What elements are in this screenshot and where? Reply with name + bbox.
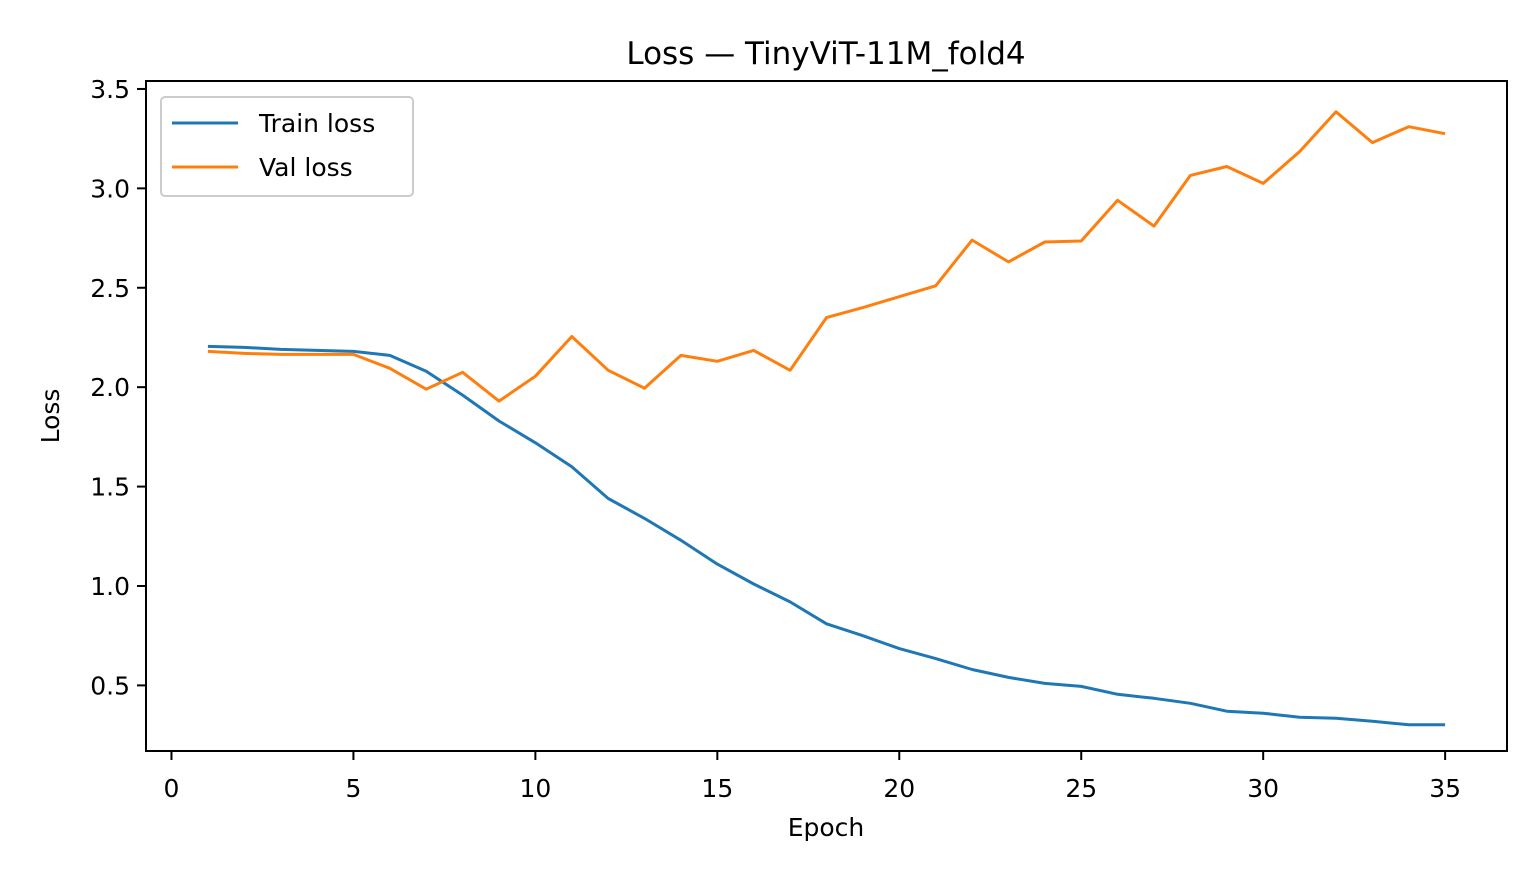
y-tick-label: 2.5: [90, 274, 130, 303]
train-loss-line: [207, 344, 1446, 727]
x-tick-label: 15: [701, 774, 733, 803]
plot-frame: [145, 80, 1508, 752]
y-axis-label: Loss: [36, 389, 65, 444]
y-tick-label: 3.5: [90, 75, 130, 104]
chart-title: Loss — TinyViT-11M_fold4: [626, 36, 1025, 72]
x-axis: 0 5 10 15 20 25 30 35: [164, 751, 1461, 803]
plot-area: [207, 110, 1446, 727]
x-tick-label: 20: [883, 774, 915, 803]
x-tick-label: 30: [1247, 774, 1279, 803]
val-loss-line: [207, 110, 1446, 403]
x-tick-label: 10: [519, 774, 551, 803]
x-axis-label: Epoch: [788, 813, 865, 842]
legend-train-loss-label: Train loss: [258, 109, 375, 138]
x-tick-label: 0: [164, 774, 180, 803]
y-tick-label: 1.0: [90, 572, 130, 601]
y-tick-label: 1.5: [90, 473, 130, 502]
y-tick-label: 2.0: [90, 373, 130, 402]
y-axis: 0.5 1.0 1.5 2.0 2.5 3.0 3.5: [90, 75, 146, 700]
x-tick-label: 5: [345, 774, 361, 803]
legend: Train loss Val loss: [160, 96, 414, 197]
legend-val-loss-label: Val loss: [259, 153, 353, 182]
y-tick-label: 0.5: [90, 671, 130, 700]
x-tick-label: 25: [1065, 774, 1097, 803]
y-tick-label: 3.0: [90, 174, 130, 203]
x-tick-label: 35: [1429, 774, 1461, 803]
